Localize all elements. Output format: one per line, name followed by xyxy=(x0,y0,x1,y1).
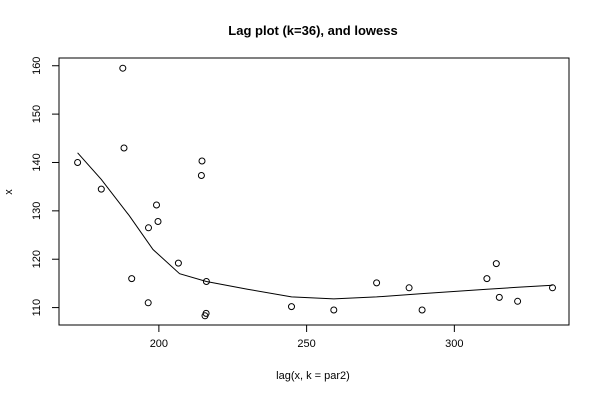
x-tick-label: 200 xyxy=(150,338,168,350)
scatter-point xyxy=(202,278,210,285)
scatter-point xyxy=(119,64,127,72)
scatter-point xyxy=(373,279,381,287)
scatter-point xyxy=(174,259,182,267)
scatter-point xyxy=(202,309,210,317)
chart-title: Lag plot (k=36), and lowess xyxy=(228,23,397,38)
x-tick-label: 300 xyxy=(445,338,463,350)
y-tick-label: 160 xyxy=(31,57,43,75)
lowess-line xyxy=(77,152,553,300)
x-axis-label: lag(x, k = par2) xyxy=(276,370,350,382)
scatter-point xyxy=(197,172,205,179)
scatter-point xyxy=(153,201,160,209)
y-tick-label: 150 xyxy=(31,105,43,123)
scatter-point xyxy=(154,218,162,225)
scatter-point xyxy=(288,303,295,311)
x-axis: 200 250 300 xyxy=(150,324,464,350)
scatter-point xyxy=(198,157,206,165)
y-axis-label: x xyxy=(3,189,15,195)
y-tick-label: 110 xyxy=(31,299,43,317)
scatter-point xyxy=(492,260,500,268)
scatter-points-layer xyxy=(74,64,556,320)
scatter-point xyxy=(145,224,152,232)
y-axis: 110 120 130 140 150 160 xyxy=(31,57,60,317)
scatter-point xyxy=(128,275,136,283)
scatter-point xyxy=(405,284,413,292)
scatter-point xyxy=(514,297,522,305)
scatter-point xyxy=(74,159,82,166)
scatter-point xyxy=(97,185,105,193)
y-tick-label: 140 xyxy=(31,153,43,171)
y-tick-label: 120 xyxy=(31,250,43,268)
scatter-point xyxy=(330,306,338,314)
scatter-point xyxy=(120,144,128,152)
lowess-line-layer xyxy=(77,152,553,300)
scatter-point xyxy=(144,299,152,307)
scatter-point xyxy=(549,284,556,292)
x-tick-label: 250 xyxy=(297,338,315,350)
scatter-point xyxy=(483,275,491,283)
scatter-point xyxy=(418,306,426,314)
y-tick-label: 130 xyxy=(31,202,43,220)
plot-box xyxy=(58,57,570,326)
scatter-point xyxy=(495,293,503,301)
